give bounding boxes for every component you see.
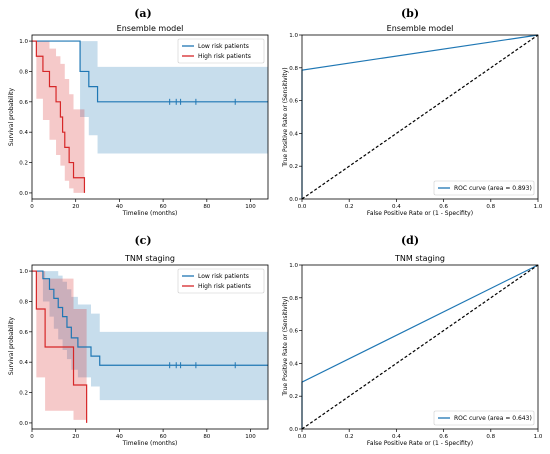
y-tick-label: 0.2 [289,394,298,400]
x-tick-label: 0.0 [298,434,307,440]
ci-band-1 [32,41,85,193]
y-tick-label: 0.0 [289,427,298,433]
legend-entry: ROC curve (area = 0.643) [454,415,532,422]
x-tick-label: 1.0 [534,204,543,210]
y-tick-label: 0.2 [19,391,28,397]
panel-letter-c: (c) [134,234,151,247]
plot-frame [301,34,539,200]
km-plot-tnm: TNM staging Timeline (months) Survival p… [8,254,269,447]
x-axis-label: False Positive Rate or (1 - Specifity) [367,440,473,447]
chance-diagonal-line [301,34,539,200]
ci-band-0 [32,41,268,154]
x-tick-label: 0.4 [392,434,401,440]
x-tick-label: 0.4 [392,204,401,210]
y-tick-label: 1.0 [289,263,298,269]
x-tick-label: 0 [30,204,34,210]
legend-box [177,38,265,64]
legend: ROC curve (area = 0.643) [433,410,535,426]
y-tick-label: 0.0 [289,197,298,203]
chart-title: TNM staging [394,254,445,263]
series-line-0 [32,40,268,103]
x-axis-label: Timeline (months) [122,440,178,447]
x-axis-label: Timeline (months) [122,210,178,217]
km-plot-ensemble: Ensemble model Timeline (months) Surviva… [8,24,269,217]
legend-box [433,180,535,196]
y-tick-label: 0.4 [289,361,298,367]
legend-box [177,268,265,294]
y-tick-label: 0.0 [19,421,28,427]
series-line-1 [32,40,86,193]
plot-frame [31,264,269,430]
chart-title: Ensemble model [387,24,454,33]
plot-frame [301,264,539,430]
legend-entry: High risk patients [198,283,251,290]
chart-title: TNM staging [124,254,175,263]
panel-letter-a: (a) [134,7,152,20]
panel-letter-d: (d) [401,234,419,247]
legend-entry: Low risk patients [198,43,249,50]
y-axis-label: Survival probability [8,317,15,376]
series-line-1 [32,270,88,423]
x-tick-label: 0.8 [486,204,495,210]
legend: ROC curve (area = 0.893) [433,180,535,196]
roc-plot-tnm: TNM staging False Positive Rate or (1 - … [282,254,543,447]
x-tick-label: 80 [203,434,210,440]
x-tick-label: 0.2 [345,434,354,440]
y-tick-label: 0.8 [289,296,298,302]
legend-entry: High risk patients [198,53,251,60]
x-tick-label: 20 [72,434,79,440]
y-tick-label: 0.6 [19,100,28,106]
y-axis-label: True Positive Rate or (Sensitivity) [282,296,289,396]
x-tick-label: 20 [72,204,79,210]
x-tick-label: 0.6 [439,434,448,440]
y-tick-label: 0.6 [19,330,28,336]
y-tick-label: 0.6 [289,329,298,335]
chart-title: Ensemble model [117,24,184,33]
x-tick-label: 60 [160,434,167,440]
ci-band-0 [32,271,268,401]
series-line-0 [301,34,539,199]
x-tick-label: 80 [203,204,210,210]
y-tick-label: 1.0 [289,33,298,39]
x-axis-label: False Positive Rate or (1 - Specifity) [367,210,473,217]
y-tick-label: 1.0 [19,269,28,275]
y-tick-label: 0.8 [19,69,28,75]
x-tick-label: 0.0 [298,204,307,210]
x-tick-label: 60 [160,204,167,210]
y-tick-label: 0.2 [289,164,298,170]
plot-frame [31,34,269,200]
x-tick-label: 40 [116,204,123,210]
y-tick-label: 1.0 [19,39,28,45]
panel-letter-b: (b) [401,7,419,20]
y-tick-label: 0.4 [19,130,28,136]
series-line-0 [301,264,539,429]
x-tick-label: 100 [245,204,256,210]
y-axis-label: Survival probability [8,88,15,147]
y-tick-label: 0.6 [289,99,298,105]
y-tick-label: 0.8 [19,299,28,305]
y-tick-label: 0.4 [289,131,298,137]
y-tick-label: 0.2 [19,161,28,167]
x-tick-label: 40 [116,434,123,440]
roc-plot-ensemble: Ensemble model False Positive Rate or (1… [282,24,543,217]
y-axis-label: True Positive Rate or (Sensitivity) [282,67,289,167]
x-tick-label: 0 [30,434,34,440]
x-tick-label: 0.2 [345,204,354,210]
legend-entry: Low risk patients [198,273,249,280]
series-line-0 [32,270,268,366]
legend-entry: ROC curve (area = 0.893) [454,185,532,192]
x-tick-label: 100 [245,434,256,440]
chance-diagonal-line [301,264,539,430]
y-tick-label: 0.8 [289,66,298,72]
x-tick-label: 0.8 [486,434,495,440]
legend-box [433,410,535,426]
legend: Low risk patients High risk patients [177,38,265,64]
y-tick-label: 0.4 [19,360,28,366]
x-tick-label: 0.6 [439,204,448,210]
legend: Low risk patients High risk patients [177,268,265,294]
y-tick-label: 0.0 [19,191,28,197]
x-tick-label: 1.0 [534,434,543,440]
